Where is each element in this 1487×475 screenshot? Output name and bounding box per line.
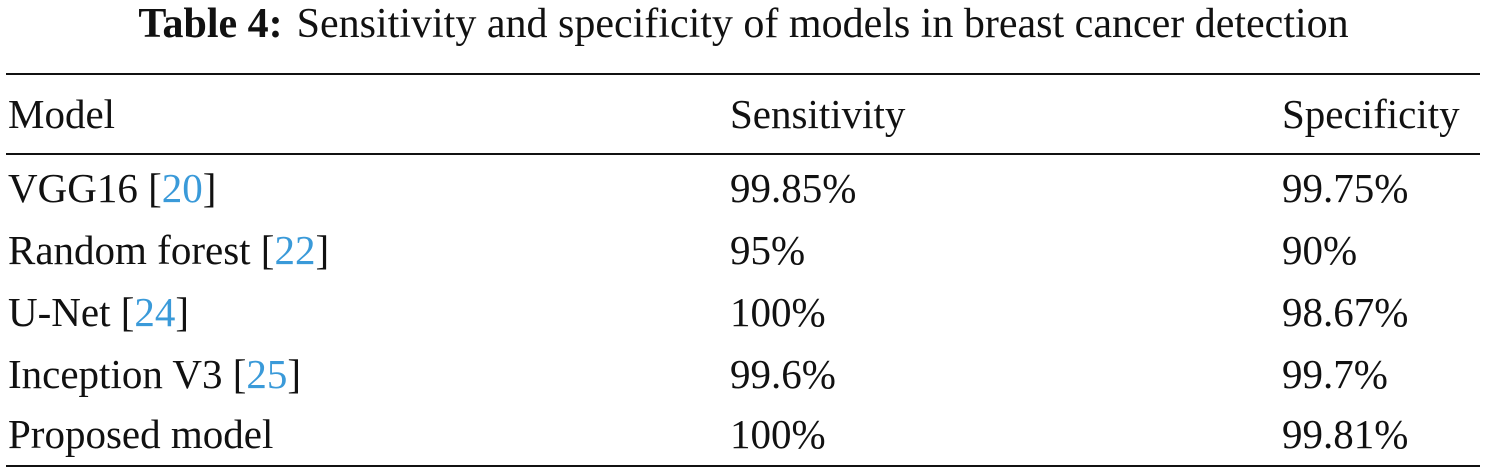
header-sensitivity: Sensitivity	[730, 91, 906, 137]
sensitivity-cell: 95%	[730, 227, 806, 273]
sensitivity-cell: 100%	[730, 289, 826, 335]
header-specificity: Specificity	[1282, 91, 1460, 137]
table-row: VGG16 [20] 99.85% 99.75%	[0, 158, 1487, 218]
table-caption: Table 4: Sensitivity and specificity of m…	[0, 0, 1487, 48]
model-name: Proposed model	[8, 411, 274, 457]
table-caption-text: Sensitivity and specificity of models in…	[296, 1, 1349, 47]
model-cell: Proposed model	[8, 404, 273, 464]
table-bottom-rule	[6, 465, 1480, 467]
specificity-cell: 99.81%	[1282, 411, 1409, 457]
model-name: U-Net	[8, 289, 111, 335]
table-top-rule	[6, 73, 1480, 75]
citation-link[interactable]: 22	[274, 227, 316, 273]
model-cell: Inception V3 [25]	[8, 351, 302, 397]
sensitivity-cell: 99.85%	[730, 165, 857, 211]
header-model: Model	[8, 91, 116, 137]
sensitivity-cell: 99.6%	[730, 351, 836, 397]
specificity-cell: 99.7%	[1282, 351, 1388, 397]
specificity-cell: 99.75%	[1282, 165, 1409, 211]
model-cell: Random forest [22]	[8, 227, 330, 273]
specificity-cell: 90%	[1282, 227, 1358, 273]
table-header-rule	[6, 153, 1480, 155]
citation-link[interactable]: 24	[134, 289, 176, 335]
table-header-row: Model Sensitivity Specificity	[0, 84, 1487, 144]
model-cell: VGG16 [20]	[8, 165, 217, 211]
table-row: Inception V3 [25] 99.6% 99.7%	[0, 344, 1487, 404]
model-name: VGG16	[8, 165, 138, 211]
model-cell: U-Net [24]	[8, 289, 190, 335]
table-row: U-Net [24] 100% 98.67%	[0, 282, 1487, 342]
citation-link[interactable]: 20	[161, 165, 203, 211]
table-caption-label: Table 4:	[138, 1, 283, 47]
model-name: Random forest	[8, 227, 251, 273]
table-row: Random forest [22] 95% 90%	[0, 220, 1487, 280]
table-row: Proposed model 100% 99.81%	[0, 404, 1487, 464]
model-name: Inception V3	[8, 351, 223, 397]
specificity-cell: 98.67%	[1282, 289, 1409, 335]
sensitivity-cell: 100%	[730, 411, 826, 457]
citation-link[interactable]: 25	[246, 351, 288, 397]
